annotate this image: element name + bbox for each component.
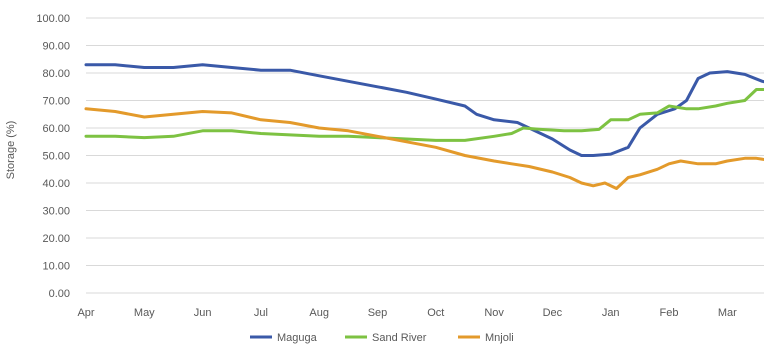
x-axis-ticks: Apr May Jun Jul Aug Sep Oct Nov Dec Jan Feb Mar [77, 307, 737, 319]
x-tick-label: Nov [484, 307, 504, 319]
x-tick-label: Aug [309, 307, 329, 319]
y-tick-label: 80.00 [42, 68, 70, 80]
series-line-mnjoli [84, 107, 764, 190]
y-tick-label: 40.00 [42, 178, 70, 190]
y-tick-label: 90.00 [42, 41, 70, 53]
x-tick-label: Dec [543, 307, 563, 319]
y-axis-ticks: 0.00 10.00 20.00 30.00 40.00 50.00 60.00 70.00 8… [36, 13, 70, 300]
y-tick-label: 30.00 [42, 206, 70, 218]
y-tick-label: 100.00 [36, 13, 70, 25]
x-tick-label: Jan [602, 307, 620, 319]
series-line-maguga [84, 63, 764, 157]
x-tick-label: Oct [427, 307, 444, 319]
y-tick-label: 60.00 [42, 123, 70, 135]
x-tick-label: Jun [194, 307, 212, 319]
x-tick-label: Sep [368, 307, 388, 319]
y-axis-title: Storage (%) [5, 121, 17, 180]
y-tick-label: 20.00 [42, 233, 70, 245]
grid-lines [86, 17, 764, 266]
legend-label: Sand River [372, 332, 427, 344]
y-tick-label: 70.00 [42, 96, 70, 108]
y-tick-label: 0.00 [49, 288, 70, 300]
series-lines [84, 63, 764, 190]
legend: Maguga Sand River Mnjoli [250, 332, 514, 344]
y-tick-label: 50.00 [42, 151, 70, 163]
x-tick-label: May [134, 307, 155, 319]
x-tick-label: Feb [660, 307, 679, 319]
legend-label: Mnjoli [485, 332, 514, 344]
y-tick-label: 10.00 [42, 261, 70, 273]
series-line-sand-river [84, 88, 764, 142]
x-tick-label: Jul [254, 307, 268, 319]
x-tick-label: Apr [77, 307, 94, 319]
x-tick-label: Mar [718, 307, 737, 319]
legend-label: Maguga [277, 332, 318, 344]
